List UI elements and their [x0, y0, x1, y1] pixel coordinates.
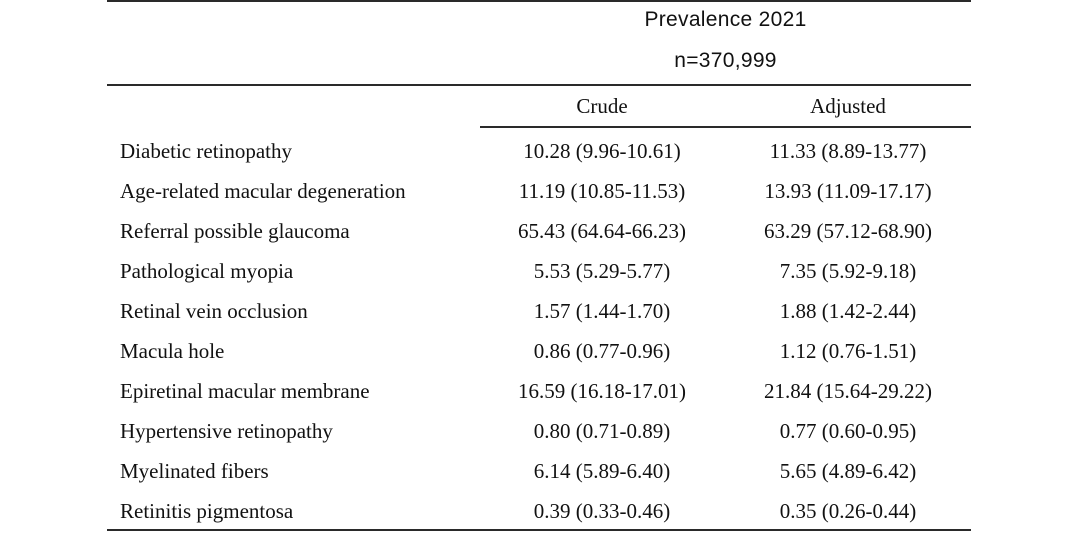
row-label: Referral possible glaucoma [120, 219, 350, 243]
column-header-adjusted: Adjusted [810, 94, 886, 118]
table-row: Myelinated fibers 6.14 (5.89-6.40) 5.65 … [0, 451, 1080, 491]
crude-value: 65.43 (64.64-66.23) [518, 219, 686, 243]
crude-value: 0.80 (0.71-0.89) [533, 419, 671, 443]
table-row: Referral possible glaucoma 65.43 (64.64-… [0, 211, 1080, 251]
table-header-title: Prevalence 2021 [644, 8, 807, 31]
crude-value: 16.59 (16.18-17.01) [518, 379, 686, 403]
adjusted-value: 13.93 (11.09-17.17) [764, 179, 932, 203]
crude-value: 1.57 (1.44-1.70) [533, 299, 671, 323]
crude-value: 6.14 (5.89-6.40) [533, 459, 671, 483]
row-label: Epiretinal macular membrane [120, 379, 370, 403]
adjusted-value: 63.29 (57.12-68.90) [764, 219, 932, 243]
adjusted-value: 1.88 (1.42-2.44) [779, 299, 917, 323]
row-label: Hypertensive retinopathy [120, 419, 333, 443]
row-label: Pathological myopia [120, 259, 294, 283]
crude-value: 5.53 (5.29-5.77) [533, 259, 671, 283]
table-row: Diabetic retinopathy 10.28 (9.96-10.61) … [0, 131, 1080, 171]
adjusted-value: 0.35 (0.26-0.44) [779, 499, 917, 523]
row-label: Age-related macular degeneration [120, 179, 406, 203]
adjusted-value: 21.84 (15.64-29.22) [764, 379, 932, 403]
table-row: Retinal vein occlusion 1.57 (1.44-1.70) … [0, 291, 1080, 331]
table-row: Age-related macular degeneration 11.19 (… [0, 171, 1080, 211]
column-header-rule [480, 126, 971, 128]
table-header-sample-size: n=370,999 [674, 49, 777, 72]
table-row: Epiretinal macular membrane 16.59 (16.18… [0, 371, 1080, 411]
row-label: Macula hole [120, 339, 225, 363]
row-label: Retinitis pigmentosa [120, 499, 294, 523]
adjusted-value: 1.12 (0.76-1.51) [779, 339, 917, 363]
table-top-rule [107, 0, 971, 2]
crude-value: 11.19 (10.85-11.53) [518, 179, 686, 203]
table-header-rule [107, 84, 971, 86]
adjusted-value: 0.77 (0.60-0.95) [779, 419, 917, 443]
table-row: Pathological myopia 5.53 (5.29-5.77) 7.3… [0, 251, 1080, 291]
row-label: Retinal vein occlusion [120, 299, 308, 323]
table-bottom-rule [107, 529, 971, 531]
row-label: Myelinated fibers [120, 459, 269, 483]
table-row: Retinitis pigmentosa 0.39 (0.33-0.46) 0.… [0, 491, 1080, 531]
table-row: Hypertensive retinopathy 0.80 (0.71-0.89… [0, 411, 1080, 451]
crude-value: 0.86 (0.77-0.96) [533, 339, 671, 363]
table-row: Macula hole 0.86 (0.77-0.96) 1.12 (0.76-… [0, 331, 1080, 371]
row-label: Diabetic retinopathy [120, 139, 293, 163]
adjusted-value: 5.65 (4.89-6.42) [779, 459, 917, 483]
crude-value: 10.28 (9.96-10.61) [523, 139, 681, 163]
column-header-crude: Crude [576, 94, 628, 118]
adjusted-value: 11.33 (8.89-13.77) [769, 139, 927, 163]
adjusted-value: 7.35 (5.92-9.18) [779, 259, 917, 283]
crude-value: 0.39 (0.33-0.46) [533, 499, 671, 523]
